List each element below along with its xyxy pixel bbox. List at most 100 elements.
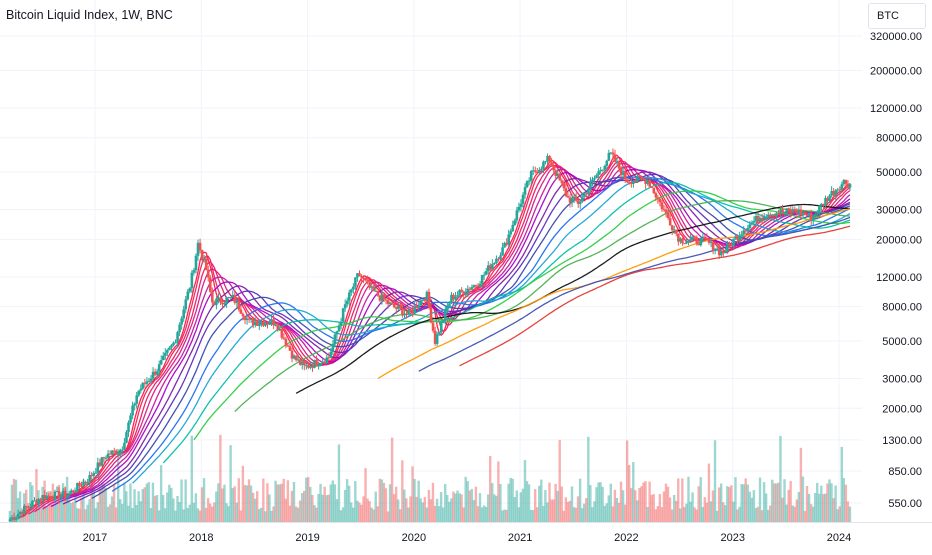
volume-bar [687, 476, 690, 522]
candle-body [826, 198, 829, 201]
candle-body [278, 328, 282, 331]
volume-bar [255, 491, 259, 522]
candle-body [460, 289, 463, 292]
volume-bar [448, 501, 451, 522]
candle-body [444, 309, 447, 321]
volume-bar [100, 483, 104, 522]
symbol-search-input[interactable]: BTC [868, 3, 926, 29]
candle-body [329, 352, 333, 358]
volume-bar [407, 507, 410, 522]
candle-body [219, 297, 222, 303]
volume-bar [435, 498, 439, 522]
candle-body [752, 221, 756, 223]
volume-bar [593, 501, 596, 522]
candle-body [178, 324, 181, 333]
volume-bar [43, 480, 46, 522]
candle-body [231, 294, 235, 298]
volume-bar [315, 507, 318, 522]
candle-body [255, 321, 259, 326]
volume-bar [333, 484, 337, 522]
volume-bar [452, 491, 455, 522]
volume-bar [274, 480, 277, 522]
volume-bar [621, 490, 625, 522]
volume-bar [151, 482, 155, 522]
volume-bar [791, 505, 794, 522]
candle-body [41, 495, 44, 500]
candle-body [519, 203, 523, 207]
candle-body [736, 236, 739, 241]
volume-bar [41, 486, 44, 522]
candle-body [65, 495, 69, 498]
volume-bar [403, 489, 406, 522]
volume-bar [329, 484, 332, 522]
volume-bar [525, 481, 529, 522]
price-axis[interactable]: 320000.00 200000.00 120000.00 80000.00 50000… [862, 0, 932, 550]
volume-bar [764, 493, 768, 522]
volume-bar [668, 497, 672, 522]
candle-body [587, 188, 590, 195]
candle-body [431, 322, 435, 331]
y-tick-label: 2000.00 [882, 403, 922, 415]
volume-bar [35, 469, 38, 522]
volume-bar [266, 483, 269, 522]
candle-body [583, 193, 586, 197]
candle-body [405, 313, 408, 315]
volume-bar [529, 509, 533, 522]
volume-bar [785, 504, 788, 522]
candle-body [609, 152, 613, 154]
volume-bar [12, 478, 16, 522]
candle-body [429, 306, 433, 323]
candle-body [738, 235, 741, 241]
volume-bar [607, 495, 610, 522]
volume-bar [830, 483, 833, 522]
volume-bar [280, 483, 283, 522]
candle-body [339, 321, 343, 326]
candle-body [515, 210, 519, 221]
volume-bar [480, 507, 484, 522]
volume-bar [69, 503, 73, 522]
candle-body [270, 319, 273, 324]
candle-body [493, 262, 496, 265]
candle-body [31, 500, 34, 507]
volume-bar [809, 504, 813, 522]
volume-bar [707, 463, 711, 522]
candle-body [182, 309, 186, 319]
candle-body [795, 211, 799, 214]
candle-body [489, 265, 492, 270]
volume-bar [474, 486, 478, 522]
candle-body [783, 211, 786, 213]
candle-body [691, 236, 694, 239]
volume-bar [164, 508, 167, 522]
volume-bar [415, 496, 418, 522]
volume-bar [149, 508, 153, 522]
volume-bar [49, 503, 52, 522]
candle-body [538, 169, 541, 173]
candle-body [153, 371, 157, 375]
candle-body [446, 307, 449, 310]
candle-body [74, 491, 77, 493]
candle-body [16, 514, 20, 518]
moving-average-line [234, 200, 851, 412]
volume-bar [198, 510, 202, 522]
volume-bar [619, 481, 623, 522]
volume-bar [803, 511, 807, 522]
volume-bar [456, 490, 459, 522]
moving-average-line [111, 176, 851, 492]
candle-body [468, 288, 472, 290]
time-axis[interactable]: 2017 2018 2019 2020 2021 2022 2023 2024 [0, 522, 932, 550]
candle-body [509, 231, 513, 235]
candle-body [147, 380, 151, 382]
candle-body [374, 290, 378, 292]
candle-body [262, 321, 265, 326]
volume-bar [726, 486, 729, 522]
volume-bar [470, 488, 474, 522]
volume-bar [90, 479, 93, 522]
volume-bar [462, 507, 465, 522]
candle-body [617, 161, 621, 169]
candle-body [472, 285, 476, 288]
volume-bar [801, 476, 805, 522]
volume-bar [552, 499, 555, 522]
volume-bar [728, 487, 731, 522]
